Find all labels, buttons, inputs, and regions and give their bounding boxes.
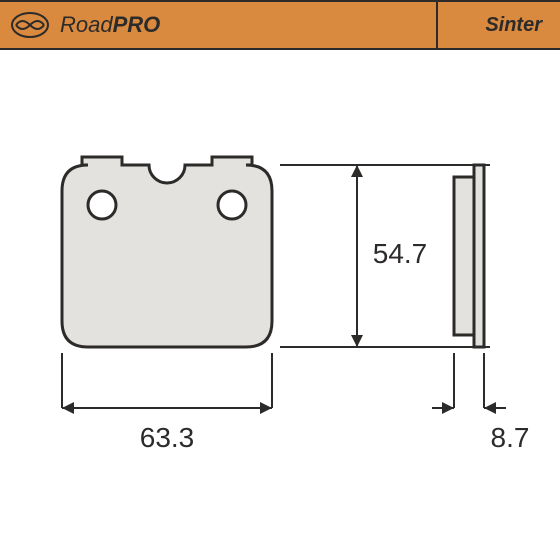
bolt-hole-icon (218, 191, 246, 219)
header-bar: RoadPRO Sinter (0, 0, 560, 50)
brand-word-1: Road (60, 12, 113, 37)
header-divider (436, 2, 438, 48)
diagram-canvas: 63.3 54.7 8.7 (0, 46, 560, 560)
brand-logo-icon (10, 11, 50, 39)
dimension-width-label: 63.3 (140, 422, 195, 453)
header-left: RoadPRO (10, 11, 160, 39)
product-category: Sinter (485, 14, 542, 37)
dimension-thickness-label: 8.7 (491, 422, 530, 453)
friction-material-icon (454, 177, 474, 335)
bolt-hole-icon (88, 191, 116, 219)
dimension-height-label: 54.7 (373, 238, 428, 269)
header-divider-wrap (436, 2, 438, 48)
brake-pad-front-icon (62, 157, 272, 347)
header-right: Sinter (485, 14, 542, 37)
brand-word-2: PRO (113, 12, 161, 37)
brand-name: RoadPRO (60, 12, 160, 38)
technical-drawing: 63.3 54.7 8.7 (0, 46, 560, 560)
